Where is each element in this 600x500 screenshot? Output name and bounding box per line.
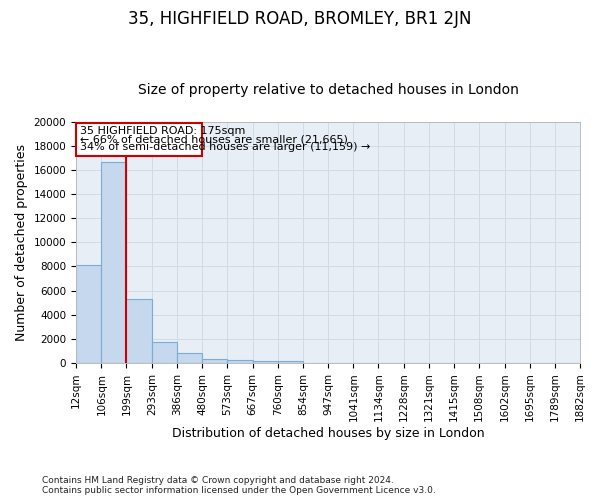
Bar (101, 162, 127, 363)
Bar (177, 354, 202, 363)
Bar (127, 299, 152, 363)
Bar (76, 266, 101, 363)
Text: Contains HM Land Registry data © Crown copyright and database right 2024.
Contai: Contains HM Land Registry data © Crown c… (42, 476, 436, 495)
Title: Size of property relative to detached houses in London: Size of property relative to detached ho… (137, 83, 518, 97)
Text: ← 66% of detached houses are smaller (21,665): ← 66% of detached houses are smaller (21… (80, 134, 348, 144)
Bar (253, 360, 278, 363)
X-axis label: Distribution of detached houses by size in London: Distribution of detached houses by size … (172, 427, 484, 440)
Bar (202, 359, 227, 363)
FancyBboxPatch shape (76, 123, 202, 156)
Text: 34% of semi-detached houses are larger (11,159) →: 34% of semi-detached houses are larger (… (80, 142, 370, 152)
Text: 35, HIGHFIELD ROAD, BROMLEY, BR1 2JN: 35, HIGHFIELD ROAD, BROMLEY, BR1 2JN (128, 10, 472, 28)
Text: 35 HIGHFIELD ROAD: 175sqm: 35 HIGHFIELD ROAD: 175sqm (80, 126, 245, 136)
Bar (278, 362, 303, 363)
Bar (227, 360, 253, 363)
Bar (152, 342, 177, 363)
Y-axis label: Number of detached properties: Number of detached properties (15, 144, 28, 341)
